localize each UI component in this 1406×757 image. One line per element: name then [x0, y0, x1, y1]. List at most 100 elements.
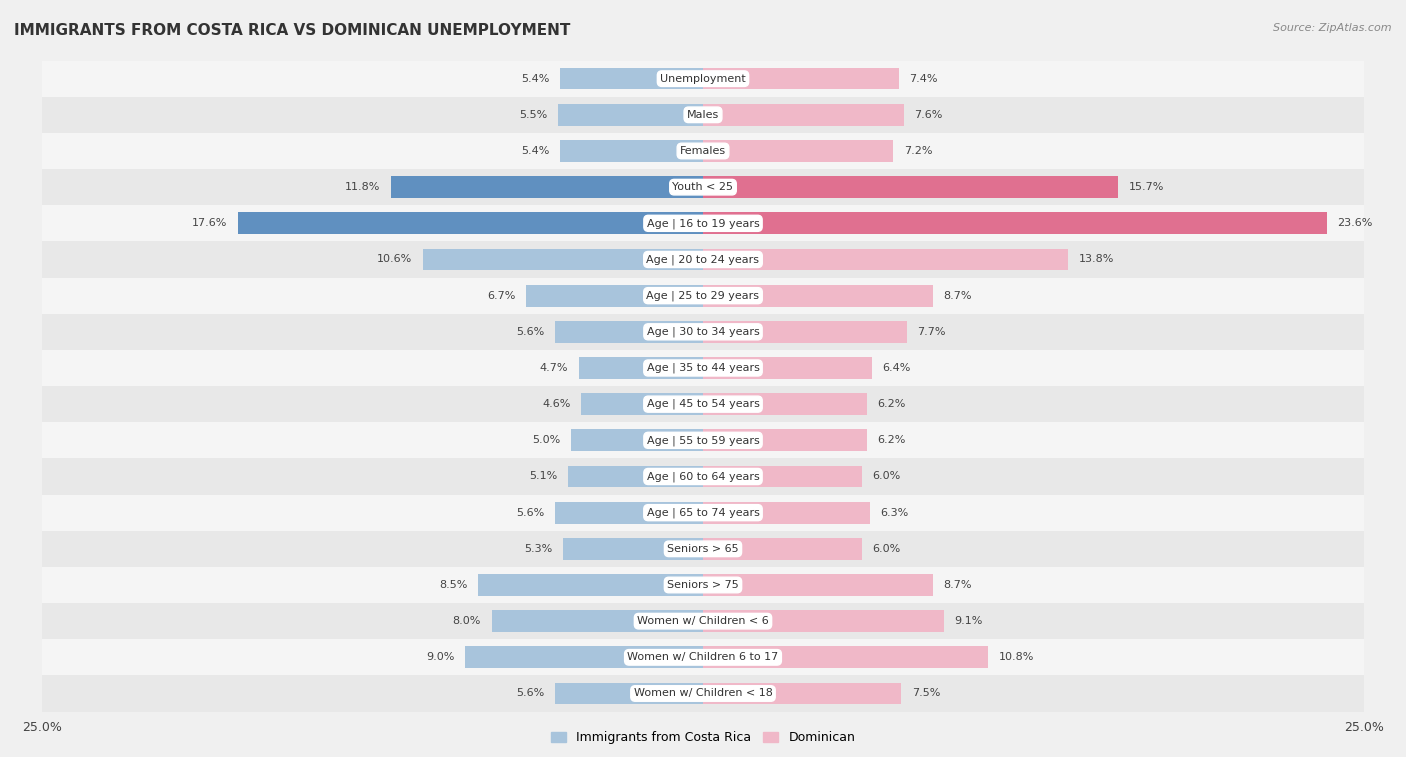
- Bar: [42, 422, 1364, 459]
- Bar: [555, 683, 703, 704]
- Legend: Immigrants from Costa Rica, Dominican: Immigrants from Costa Rica, Dominican: [551, 731, 855, 744]
- Bar: [703, 466, 862, 488]
- Text: Age | 35 to 44 years: Age | 35 to 44 years: [647, 363, 759, 373]
- Text: IMMIGRANTS FROM COSTA RICA VS DOMINICAN UNEMPLOYMENT: IMMIGRANTS FROM COSTA RICA VS DOMINICAN …: [14, 23, 571, 38]
- Bar: [703, 610, 943, 632]
- Text: 10.6%: 10.6%: [377, 254, 412, 264]
- Bar: [562, 538, 703, 559]
- Bar: [42, 241, 1364, 278]
- Bar: [703, 502, 869, 524]
- Text: 9.1%: 9.1%: [955, 616, 983, 626]
- Bar: [42, 313, 1364, 350]
- Text: 11.8%: 11.8%: [344, 182, 381, 192]
- Bar: [703, 394, 868, 415]
- Text: 7.6%: 7.6%: [914, 110, 943, 120]
- Text: 5.6%: 5.6%: [516, 508, 544, 518]
- Text: Age | 55 to 59 years: Age | 55 to 59 years: [647, 435, 759, 446]
- Text: 6.0%: 6.0%: [872, 472, 900, 481]
- Bar: [571, 429, 703, 451]
- Bar: [558, 104, 703, 126]
- Text: Males: Males: [688, 110, 718, 120]
- Bar: [42, 350, 1364, 386]
- Bar: [703, 429, 868, 451]
- Text: 17.6%: 17.6%: [191, 218, 228, 229]
- Text: Age | 16 to 19 years: Age | 16 to 19 years: [647, 218, 759, 229]
- Bar: [703, 248, 1067, 270]
- Bar: [703, 646, 988, 668]
- Bar: [238, 213, 703, 234]
- Bar: [555, 321, 703, 343]
- Text: 5.5%: 5.5%: [519, 110, 547, 120]
- Bar: [703, 104, 904, 126]
- Bar: [391, 176, 703, 198]
- Bar: [555, 502, 703, 524]
- Text: 9.0%: 9.0%: [426, 653, 454, 662]
- Text: 5.4%: 5.4%: [522, 73, 550, 83]
- Text: 6.3%: 6.3%: [880, 508, 908, 518]
- Text: 4.7%: 4.7%: [540, 363, 568, 373]
- Text: Age | 25 to 29 years: Age | 25 to 29 years: [647, 291, 759, 301]
- Bar: [42, 205, 1364, 241]
- Bar: [42, 278, 1364, 313]
- Text: 6.4%: 6.4%: [883, 363, 911, 373]
- Bar: [568, 466, 703, 488]
- Text: Females: Females: [681, 146, 725, 156]
- Text: 5.1%: 5.1%: [530, 472, 558, 481]
- Bar: [582, 394, 703, 415]
- Text: Women w/ Children 6 to 17: Women w/ Children 6 to 17: [627, 653, 779, 662]
- Text: 8.7%: 8.7%: [943, 580, 972, 590]
- Bar: [465, 646, 703, 668]
- Text: Seniors > 75: Seniors > 75: [666, 580, 740, 590]
- Text: Age | 45 to 54 years: Age | 45 to 54 years: [647, 399, 759, 410]
- Bar: [42, 567, 1364, 603]
- Text: 10.8%: 10.8%: [1000, 653, 1035, 662]
- Bar: [42, 386, 1364, 422]
- Text: Source: ZipAtlas.com: Source: ZipAtlas.com: [1274, 23, 1392, 33]
- Bar: [560, 68, 703, 89]
- Text: 7.7%: 7.7%: [917, 327, 946, 337]
- Bar: [42, 61, 1364, 97]
- Bar: [526, 285, 703, 307]
- Bar: [42, 603, 1364, 639]
- Bar: [703, 140, 893, 162]
- Text: Youth < 25: Youth < 25: [672, 182, 734, 192]
- Bar: [703, 285, 934, 307]
- Bar: [703, 357, 872, 378]
- Bar: [703, 683, 901, 704]
- Bar: [703, 321, 907, 343]
- Bar: [492, 610, 703, 632]
- Bar: [42, 169, 1364, 205]
- Bar: [703, 574, 934, 596]
- Text: 7.5%: 7.5%: [912, 689, 941, 699]
- Text: 5.6%: 5.6%: [516, 689, 544, 699]
- Text: 8.7%: 8.7%: [943, 291, 972, 301]
- Text: Women w/ Children < 6: Women w/ Children < 6: [637, 616, 769, 626]
- Bar: [42, 639, 1364, 675]
- Text: 5.3%: 5.3%: [524, 544, 553, 554]
- Text: Women w/ Children < 18: Women w/ Children < 18: [634, 689, 772, 699]
- Bar: [703, 213, 1327, 234]
- Bar: [560, 140, 703, 162]
- Text: 7.2%: 7.2%: [904, 146, 932, 156]
- Bar: [703, 538, 862, 559]
- Text: 23.6%: 23.6%: [1337, 218, 1372, 229]
- Text: 5.6%: 5.6%: [516, 327, 544, 337]
- Text: 5.4%: 5.4%: [522, 146, 550, 156]
- Text: Seniors > 65: Seniors > 65: [668, 544, 738, 554]
- Bar: [42, 97, 1364, 133]
- Text: 6.2%: 6.2%: [877, 435, 905, 445]
- Bar: [42, 133, 1364, 169]
- Bar: [423, 248, 703, 270]
- Bar: [703, 176, 1118, 198]
- Bar: [42, 459, 1364, 494]
- Text: Age | 65 to 74 years: Age | 65 to 74 years: [647, 507, 759, 518]
- Text: Age | 30 to 34 years: Age | 30 to 34 years: [647, 326, 759, 337]
- Text: 13.8%: 13.8%: [1078, 254, 1114, 264]
- Bar: [579, 357, 703, 378]
- Bar: [42, 675, 1364, 712]
- Bar: [478, 574, 703, 596]
- Text: 5.0%: 5.0%: [531, 435, 560, 445]
- Text: 6.2%: 6.2%: [877, 399, 905, 409]
- Bar: [42, 531, 1364, 567]
- Text: 8.5%: 8.5%: [439, 580, 468, 590]
